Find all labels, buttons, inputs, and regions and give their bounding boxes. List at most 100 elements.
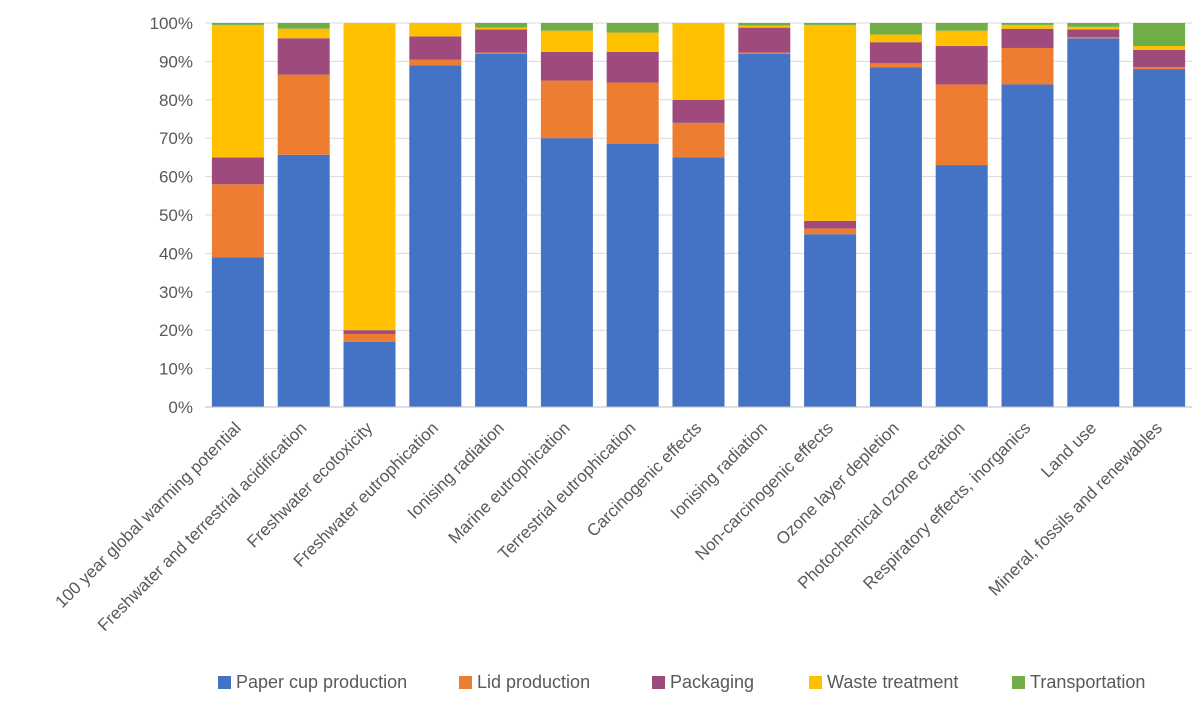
bar-segment xyxy=(1001,23,1054,25)
bar-segment xyxy=(869,34,922,43)
bar-stack xyxy=(475,23,528,407)
y-tick-label: 100% xyxy=(150,14,193,33)
x-category-label: Non-carcinogenic effects xyxy=(691,418,837,564)
legend-label: Transportation xyxy=(1030,672,1145,692)
y-tick-label: 30% xyxy=(159,283,193,302)
y-axis-ticks: 0% 10% 20% 30% 40% 50% 60% 70% 80% 90% 100% xyxy=(150,14,193,417)
bar-segment xyxy=(475,29,528,53)
bar-segment xyxy=(672,157,725,407)
bar-segment xyxy=(1067,29,1120,38)
bar-segment xyxy=(540,138,593,407)
bar-segment xyxy=(475,23,528,28)
legend-label: Lid production xyxy=(477,672,590,692)
y-tick-label: 80% xyxy=(159,91,193,110)
legend-swatch xyxy=(809,676,822,689)
bar-segment xyxy=(1001,28,1054,48)
bars xyxy=(211,23,1186,408)
bar-segment xyxy=(935,46,988,85)
bar-segment xyxy=(672,122,725,158)
bar-segment xyxy=(475,53,528,407)
bar-stack xyxy=(343,23,396,407)
bar-segment xyxy=(869,63,922,68)
bar-segment xyxy=(277,38,330,75)
bar-segment xyxy=(211,257,264,407)
bar-segment xyxy=(540,30,593,52)
bar-segment xyxy=(606,32,659,52)
bar-stack xyxy=(672,23,725,407)
bar-stack xyxy=(606,23,659,407)
bar-segment xyxy=(738,52,791,54)
legend-item: Lid production xyxy=(459,672,590,692)
bar-segment xyxy=(738,23,791,26)
bar-segment xyxy=(606,82,659,144)
x-category-label: Freshwater ecotoxicity xyxy=(243,418,376,551)
bar-segment xyxy=(804,23,857,25)
bar-segment xyxy=(869,42,922,64)
y-tick-label: 70% xyxy=(159,129,193,148)
bar-segment xyxy=(211,24,264,158)
bar-segment xyxy=(606,51,659,83)
bar-segment xyxy=(343,23,396,331)
bar-segment xyxy=(1067,37,1120,39)
bar-stack xyxy=(738,23,791,407)
legend-item: Waste treatment xyxy=(809,672,958,692)
bar-segment xyxy=(1001,84,1054,407)
x-category-label: Land use xyxy=(1037,418,1100,481)
bar-segment xyxy=(1001,24,1054,29)
bar-segment xyxy=(935,30,988,47)
bar-segment xyxy=(343,341,396,407)
bar-segment xyxy=(935,165,988,407)
x-category-label: Carcinogenic effects xyxy=(583,418,705,540)
bar-segment xyxy=(1133,46,1186,50)
y-tick-label: 50% xyxy=(159,206,193,225)
bar-segment xyxy=(935,23,988,31)
bar-segment xyxy=(409,59,462,66)
legend-swatch xyxy=(652,676,665,689)
bar-segment xyxy=(475,27,528,30)
bar-segment xyxy=(211,157,264,185)
x-category-label: Marine eutrophication xyxy=(445,418,574,547)
bar-segment xyxy=(869,67,922,407)
legend: Paper cup production Lid production Packag… xyxy=(218,672,1145,692)
y-tick-label: 90% xyxy=(159,52,193,71)
bar-segment xyxy=(738,25,791,28)
bar-segment xyxy=(540,51,593,81)
bar-stack xyxy=(409,23,462,408)
bar-segment xyxy=(804,220,857,229)
bar-segment xyxy=(672,99,725,123)
bar-segment xyxy=(935,84,988,166)
y-tick-label: 60% xyxy=(159,168,193,187)
bar-segment xyxy=(1001,47,1054,85)
y-tick-label: 10% xyxy=(159,360,193,379)
x-axis-category-labels: 100 year global warming potentialFreshwa… xyxy=(52,418,1166,635)
legend-item: Packaging xyxy=(652,672,754,692)
bar-segment xyxy=(343,330,396,335)
bar-segment xyxy=(1133,49,1186,68)
legend-item: Paper cup production xyxy=(218,672,407,692)
bar-segment xyxy=(343,334,396,342)
bar-stack xyxy=(1133,23,1186,407)
bar-segment xyxy=(804,228,857,235)
x-category-label: Ozone layer depletion xyxy=(772,418,902,548)
bar-segment xyxy=(211,184,264,258)
bar-stack xyxy=(211,23,264,407)
bar-segment xyxy=(277,74,330,155)
bar-stack xyxy=(277,23,330,407)
bar-stack xyxy=(1001,23,1054,407)
bar-segment xyxy=(409,65,462,408)
bar-segment xyxy=(1067,38,1120,408)
legend-label: Waste treatment xyxy=(827,672,958,692)
legend-label: Paper cup production xyxy=(236,672,407,692)
bar-segment xyxy=(277,23,330,29)
bar-segment xyxy=(475,52,528,54)
bar-segment xyxy=(1067,23,1120,27)
legend-swatch xyxy=(459,676,472,689)
bar-segment xyxy=(738,27,791,53)
bar-segment xyxy=(277,154,330,407)
y-tick-label: 20% xyxy=(159,321,193,340)
bar-segment xyxy=(869,23,922,35)
bar-segment xyxy=(804,234,857,407)
bar-stack xyxy=(869,23,922,407)
